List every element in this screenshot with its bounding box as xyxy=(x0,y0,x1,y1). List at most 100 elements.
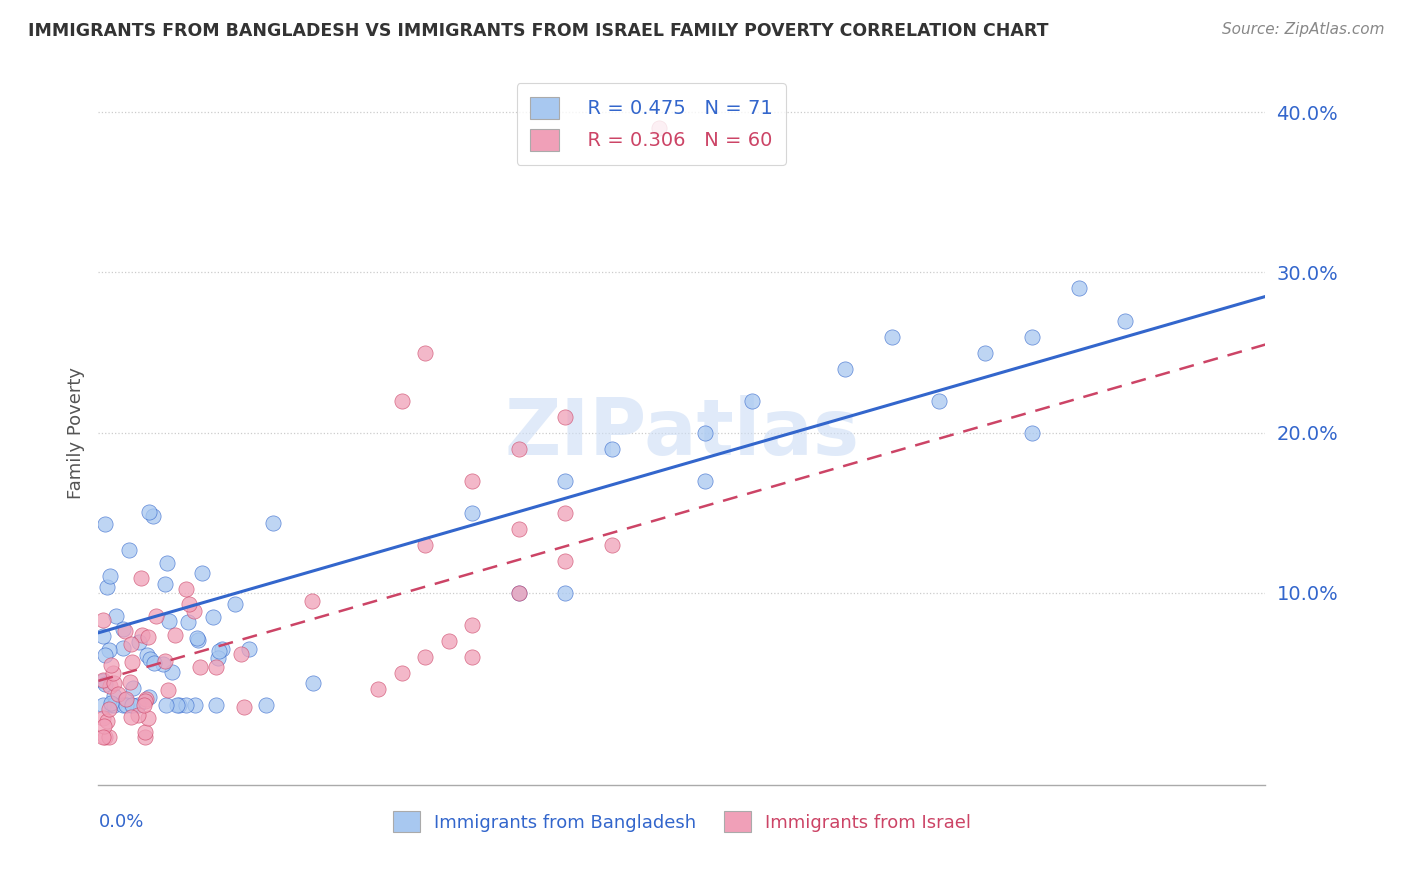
Point xyxy=(122,681,145,695)
Point xyxy=(254,698,277,712)
Point xyxy=(138,505,160,519)
Point xyxy=(461,506,484,520)
Point xyxy=(152,657,174,672)
Point xyxy=(211,642,233,657)
Point xyxy=(103,698,125,712)
Point xyxy=(91,730,114,744)
Point xyxy=(121,698,143,712)
Point xyxy=(413,345,436,359)
Point xyxy=(94,676,117,690)
Point xyxy=(136,710,159,724)
Point xyxy=(127,708,149,723)
Point xyxy=(112,622,135,636)
Point xyxy=(139,652,162,666)
Point xyxy=(391,665,413,680)
Point xyxy=(97,730,120,744)
Point xyxy=(413,538,436,552)
Point xyxy=(176,582,198,596)
Point xyxy=(186,631,208,645)
Point xyxy=(177,597,200,611)
Point xyxy=(437,633,460,648)
Point xyxy=(142,509,165,524)
Point xyxy=(301,593,323,607)
Point xyxy=(262,516,284,531)
Point xyxy=(205,659,228,673)
Text: ZIPatlas: ZIPatlas xyxy=(505,394,859,471)
Point xyxy=(461,617,484,632)
Point xyxy=(1067,281,1090,295)
Point xyxy=(461,649,484,664)
Point xyxy=(508,586,530,600)
Point xyxy=(103,690,125,704)
Point xyxy=(155,698,177,712)
Point xyxy=(160,665,183,679)
Point xyxy=(114,624,136,639)
Point xyxy=(554,409,576,424)
Point xyxy=(91,613,114,627)
Point xyxy=(183,605,205,619)
Point xyxy=(204,698,226,712)
Point xyxy=(94,648,117,663)
Point xyxy=(1114,313,1136,327)
Point xyxy=(128,635,150,649)
Point xyxy=(120,698,142,712)
Point xyxy=(103,676,125,690)
Text: 0.0%: 0.0% xyxy=(98,814,143,831)
Point xyxy=(156,682,179,697)
Point xyxy=(105,609,128,624)
Point xyxy=(156,556,179,570)
Point xyxy=(101,666,124,681)
Point xyxy=(554,586,576,600)
Point xyxy=(554,554,576,568)
Point xyxy=(107,687,129,701)
Point xyxy=(554,474,576,488)
Point xyxy=(367,681,389,696)
Point xyxy=(163,628,186,642)
Point xyxy=(834,361,856,376)
Point xyxy=(134,730,156,744)
Point xyxy=(208,644,231,658)
Point xyxy=(111,698,134,712)
Point xyxy=(100,696,122,710)
Point xyxy=(201,610,224,624)
Point xyxy=(127,698,149,712)
Point xyxy=(93,730,115,744)
Point xyxy=(96,580,118,594)
Point xyxy=(928,393,950,408)
Text: IMMIGRANTS FROM BANGLADESH VS IMMIGRANTS FROM ISRAEL FAMILY POVERTY CORRELATION : IMMIGRANTS FROM BANGLADESH VS IMMIGRANTS… xyxy=(28,22,1049,40)
Point xyxy=(100,658,122,673)
Point xyxy=(93,719,115,733)
Point xyxy=(184,698,207,712)
Point xyxy=(1021,425,1043,440)
Point xyxy=(114,692,136,706)
Point xyxy=(224,597,246,611)
Point xyxy=(695,474,717,488)
Point xyxy=(169,698,191,712)
Point xyxy=(413,649,436,664)
Point xyxy=(118,675,141,690)
Point xyxy=(142,657,165,671)
Point xyxy=(97,702,120,716)
Point xyxy=(91,673,114,688)
Point xyxy=(153,654,176,668)
Point xyxy=(166,698,188,712)
Point xyxy=(91,698,114,712)
Point xyxy=(187,632,209,647)
Point xyxy=(136,630,159,644)
Point xyxy=(129,571,152,585)
Point xyxy=(207,650,229,665)
Point xyxy=(153,577,176,591)
Point xyxy=(600,538,623,552)
Point xyxy=(114,691,136,706)
Point xyxy=(647,121,669,136)
Point xyxy=(177,615,200,629)
Point xyxy=(554,506,576,520)
Point xyxy=(238,641,260,656)
Point xyxy=(115,698,138,712)
Point xyxy=(120,710,142,724)
Point xyxy=(157,614,180,628)
Point xyxy=(508,522,530,536)
Point xyxy=(508,442,530,456)
Point xyxy=(190,660,212,674)
Point xyxy=(121,655,143,669)
